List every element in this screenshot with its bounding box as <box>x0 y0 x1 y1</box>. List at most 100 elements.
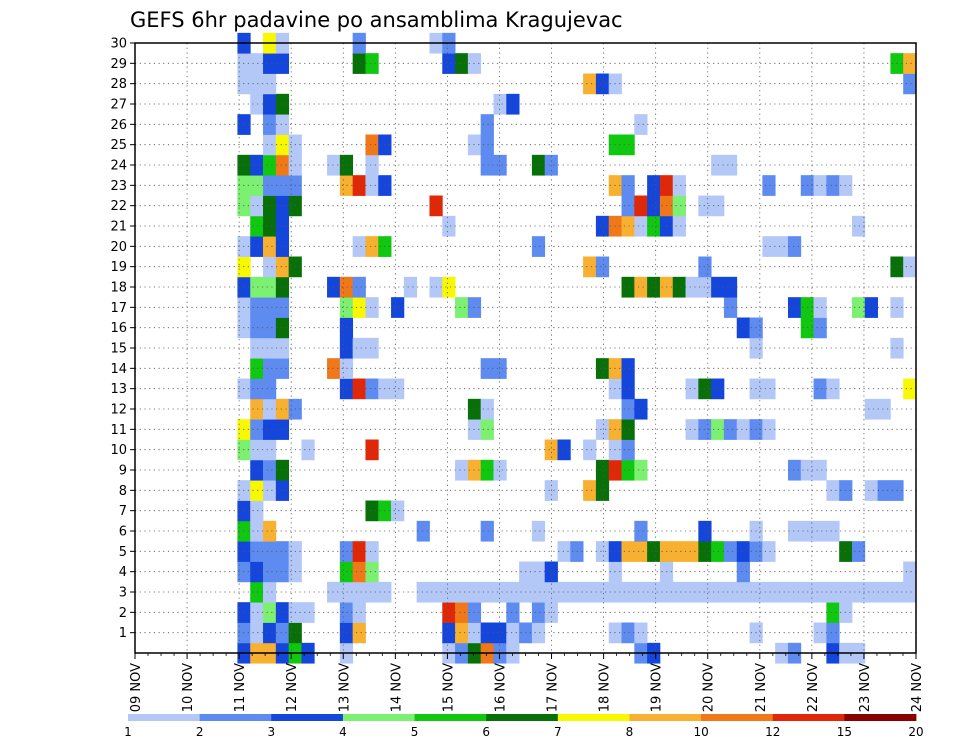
heatmap-cell <box>263 459 277 481</box>
heatmap-cell <box>250 398 264 420</box>
heatmap-cell <box>685 378 699 400</box>
heatmap-cell <box>903 53 917 74</box>
x-tick-label: 21 NOV <box>754 663 769 712</box>
heatmap-cell <box>365 53 379 74</box>
heatmap-cell <box>698 195 712 217</box>
heatmap-cell <box>647 541 661 562</box>
heatmap-cell <box>442 53 456 74</box>
x-tick-label: 10 NOV <box>181 663 196 712</box>
heatmap-cell <box>531 561 546 583</box>
heatmap-cell <box>263 622 277 644</box>
heatmap-cell <box>263 602 277 623</box>
heatmap-cell <box>263 154 277 176</box>
heatmap-cell <box>864 581 878 603</box>
heatmap-cell <box>621 581 635 603</box>
heatmap-cell <box>851 297 866 318</box>
heatmap-cell <box>634 459 648 481</box>
heatmap-cell <box>723 419 738 440</box>
heatmap-cell <box>877 398 891 420</box>
heatmap-cell <box>685 541 699 562</box>
heatmap-cell <box>275 337 290 359</box>
heatmap-cell <box>263 215 277 237</box>
heatmap-cell <box>595 419 610 440</box>
heatmap-cell <box>263 378 277 400</box>
heatmap-cell <box>813 378 827 400</box>
heatmap-cell <box>250 520 264 542</box>
heatmap-cell <box>263 114 277 135</box>
y-tick-label: 20 <box>110 240 127 255</box>
heatmap-cell <box>275 134 290 156</box>
heatmap-cell <box>455 297 469 318</box>
heatmap-cell <box>480 114 494 135</box>
colorbar-label: 15 <box>837 725 852 739</box>
heatmap-cell <box>263 93 277 115</box>
heatmap-cell <box>672 195 686 217</box>
y-tick-label: 5 <box>119 545 127 560</box>
colorbar-swatch <box>486 714 559 721</box>
heatmap-cell <box>442 622 456 644</box>
heatmap-cell <box>634 520 648 542</box>
heatmap-cell <box>775 581 789 603</box>
heatmap-cell <box>851 215 866 237</box>
heatmap-cell <box>275 154 290 176</box>
heatmap-cell <box>263 541 277 562</box>
heatmap-cell <box>263 317 277 339</box>
heatmap-cell <box>723 276 738 298</box>
heatmap-cell <box>263 256 277 278</box>
heatmap-cell <box>352 337 366 359</box>
colorbar-label: 5 <box>411 725 419 739</box>
heatmap-cell <box>621 439 635 461</box>
heatmap-cell <box>762 581 776 603</box>
y-tick-label: 10 <box>110 443 127 458</box>
heatmap-cell <box>339 378 354 400</box>
heatmap-cell <box>813 622 827 644</box>
y-tick-label: 21 <box>110 220 127 235</box>
heatmap-cell <box>250 337 264 359</box>
colorbar-label: 20 <box>908 725 923 739</box>
heatmap-cell <box>531 602 546 623</box>
heatmap-cell <box>621 622 635 644</box>
heatmap-cell <box>263 195 277 217</box>
heatmap-cell <box>685 276 699 298</box>
heatmap-cell <box>480 358 494 379</box>
y-tick-label: 24 <box>110 159 127 174</box>
heatmap-cell <box>391 378 405 400</box>
heatmap-cell <box>877 480 891 501</box>
y-tick-label: 6 <box>119 525 127 540</box>
heatmap-cell <box>762 378 776 400</box>
heatmap-cell <box>365 337 379 359</box>
heatmap-cell <box>455 581 469 603</box>
heatmap-cell <box>275 541 290 562</box>
heatmap-cell <box>698 276 712 298</box>
heatmap-cell <box>723 541 738 562</box>
heatmap-cell <box>736 419 750 440</box>
heatmap-cell <box>365 561 379 583</box>
heatmap-cell <box>711 195 725 217</box>
heatmap-cell <box>275 236 290 257</box>
heatmap-cell <box>250 73 264 95</box>
colorbar-swatch <box>414 714 487 721</box>
heatmap-cell <box>544 561 558 583</box>
heatmap-cell <box>263 520 277 542</box>
heatmap-cell <box>275 561 290 583</box>
colorbar-label: 2 <box>196 725 204 739</box>
heatmap-cell <box>647 215 661 237</box>
heatmap-cell <box>480 154 494 176</box>
heatmap-cell <box>787 297 802 318</box>
y-tick-label: 26 <box>110 118 127 133</box>
heatmap-cell <box>365 134 379 156</box>
heatmap-cell <box>672 581 686 603</box>
heatmap-cell <box>493 459 507 481</box>
heatmap-cell <box>723 297 738 318</box>
heatmap-cell <box>275 459 290 481</box>
heatmap-cell <box>339 561 354 583</box>
heatmap-cell <box>352 561 366 583</box>
heatmap-cell <box>672 175 686 196</box>
heatmap-cell <box>851 581 866 603</box>
heatmap-cell <box>903 561 917 583</box>
heatmap-cell <box>762 541 776 562</box>
heatmap-cell <box>903 256 917 278</box>
heatmap-cell <box>250 215 264 237</box>
heatmap-cell <box>826 175 840 196</box>
